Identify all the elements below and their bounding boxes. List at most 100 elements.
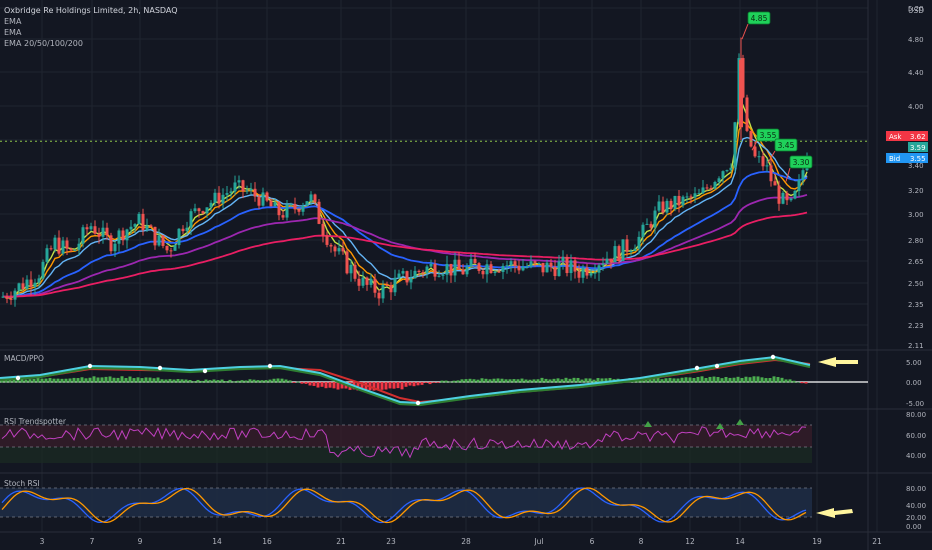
stochrsi-tick-label: 80.00: [906, 485, 926, 493]
macd-histogram-bar: [228, 379, 232, 383]
macd-histogram-bar: [204, 379, 208, 383]
macd-cross-dot: [87, 363, 93, 369]
macd-histogram-bar: [304, 382, 308, 384]
macd-histogram-bar: [688, 377, 692, 383]
candle-body: [705, 187, 709, 189]
macd-histogram-bar: [696, 376, 700, 383]
candle-body: [509, 261, 513, 266]
time-axis[interactable]: 3 7 9 14 16 21 23 28 Jul 6 8 12 14 19 21: [40, 537, 882, 546]
macd-histogram-bar: [516, 379, 520, 383]
macd-pane[interactable]: [0, 354, 868, 407]
candle-body: [473, 258, 477, 264]
candle-body: [669, 200, 673, 209]
indicator-label-ema-1[interactable]: EMA: [4, 17, 22, 26]
macd-histogram-bar: [676, 378, 680, 383]
macd-histogram-bar: [608, 377, 612, 383]
rsi-pane[interactable]: [0, 419, 812, 459]
candle-body: [585, 267, 589, 276]
candles[interactable]: [1, 37, 809, 307]
candle-body: [697, 193, 701, 195]
macd-histogram-bar: [272, 378, 276, 383]
macd-histogram-bar: [144, 377, 148, 383]
macd-histogram-bar: [456, 380, 460, 383]
bid-tag: Bid 3.55: [886, 153, 928, 163]
candle-body: [269, 200, 273, 207]
macd-histogram-bar: [512, 379, 516, 383]
candle-body: [365, 277, 369, 285]
macd-histogram-bar: [508, 379, 512, 383]
candle-body: [325, 235, 329, 245]
stochrsi-pane[interactable]: [0, 487, 812, 524]
macd-title[interactable]: MACD/PPO: [4, 354, 44, 363]
candle-body: [125, 229, 129, 241]
candle-body: [169, 250, 173, 252]
rsi-signal-triangle: [716, 423, 724, 429]
macd-histogram-bar: [252, 379, 256, 383]
macd-histogram-bar: [588, 378, 592, 383]
candle-body: [681, 196, 685, 206]
indicator-label-ema-ribbon[interactable]: EMA 20/50/100/200: [4, 39, 83, 48]
candle-body: [233, 182, 237, 192]
indicator-label-ema-2[interactable]: EMA: [4, 28, 22, 37]
candle-body: [321, 223, 325, 236]
candle-body: [493, 271, 497, 274]
candle-body: [329, 244, 333, 247]
macd-histogram-bar: [564, 377, 568, 383]
macd-histogram-bar: [56, 378, 60, 383]
candle-body: [97, 233, 101, 237]
ppo-line: [0, 357, 811, 407]
macd-histogram-bar: [40, 378, 44, 383]
candle-body: [773, 181, 777, 186]
macd-histogram-bar: [720, 378, 724, 383]
candle-body: [249, 188, 253, 191]
candle-body: [625, 239, 629, 252]
macd-histogram-bar: [756, 376, 760, 383]
stochrsi-tick-label: 40.00: [906, 502, 926, 510]
rsi-title[interactable]: RSI Trendspotter: [4, 417, 67, 426]
last-price-value: 3.59: [910, 144, 926, 152]
candle-body: [609, 258, 613, 263]
candle-body: [289, 204, 293, 206]
price-flags: 4.85 3.553.45 3.30: [741, 11, 813, 182]
candle-body: [281, 215, 285, 218]
macd-histogram-bar: [320, 382, 324, 387]
candle-body: [273, 202, 277, 207]
candle-body: [309, 194, 313, 202]
macd-histogram-bar: [12, 379, 16, 383]
candle-body: [449, 263, 453, 276]
macd-histogram-bar: [776, 377, 780, 383]
macd-arrow-icon: [818, 357, 858, 367]
macd-histogram-bar: [340, 382, 344, 389]
candle-body: [665, 200, 669, 213]
macd-axis: 5.00 0.00 -5.00: [906, 359, 924, 408]
candle-body: [189, 211, 193, 228]
macd-histogram-bar: [520, 378, 524, 383]
macd-histogram-bar: [268, 379, 272, 383]
macd-histogram-bar: [92, 376, 96, 383]
macd-histogram-bar: [400, 382, 404, 390]
macd-histogram-bar: [140, 378, 144, 383]
macd-histogram-bar: [208, 380, 212, 383]
candle-body: [709, 188, 713, 190]
macd-histogram-bar: [20, 378, 24, 383]
macd-histogram-bar: [240, 380, 244, 383]
candle-body: [357, 278, 361, 286]
time-tick-label: 8: [639, 537, 644, 546]
candle-body: [785, 192, 789, 201]
price-axis[interactable]: 5.20 4.80 4.40 4.00 3.40 3.20 3.00 2.80 2.65 2.50…: [908, 5, 924, 350]
candle-body: [797, 180, 801, 191]
macd-histogram-bar: [44, 378, 48, 383]
macd-histogram-bar: [452, 380, 456, 383]
stochrsi-title[interactable]: Stoch RSI: [4, 479, 40, 488]
macd-histogram-bar: [692, 377, 696, 383]
stochrsi-k-line: [1, 487, 807, 524]
candle-body: [13, 290, 17, 300]
candle-body: [85, 227, 89, 230]
macd-tick-label: 5.00: [906, 359, 922, 367]
macd-histogram-bar: [580, 379, 584, 383]
macd-histogram-bar: [284, 379, 288, 383]
candle-body: [293, 204, 297, 210]
price-tick-label: 2.65: [908, 258, 924, 266]
candle-body: [417, 270, 421, 273]
